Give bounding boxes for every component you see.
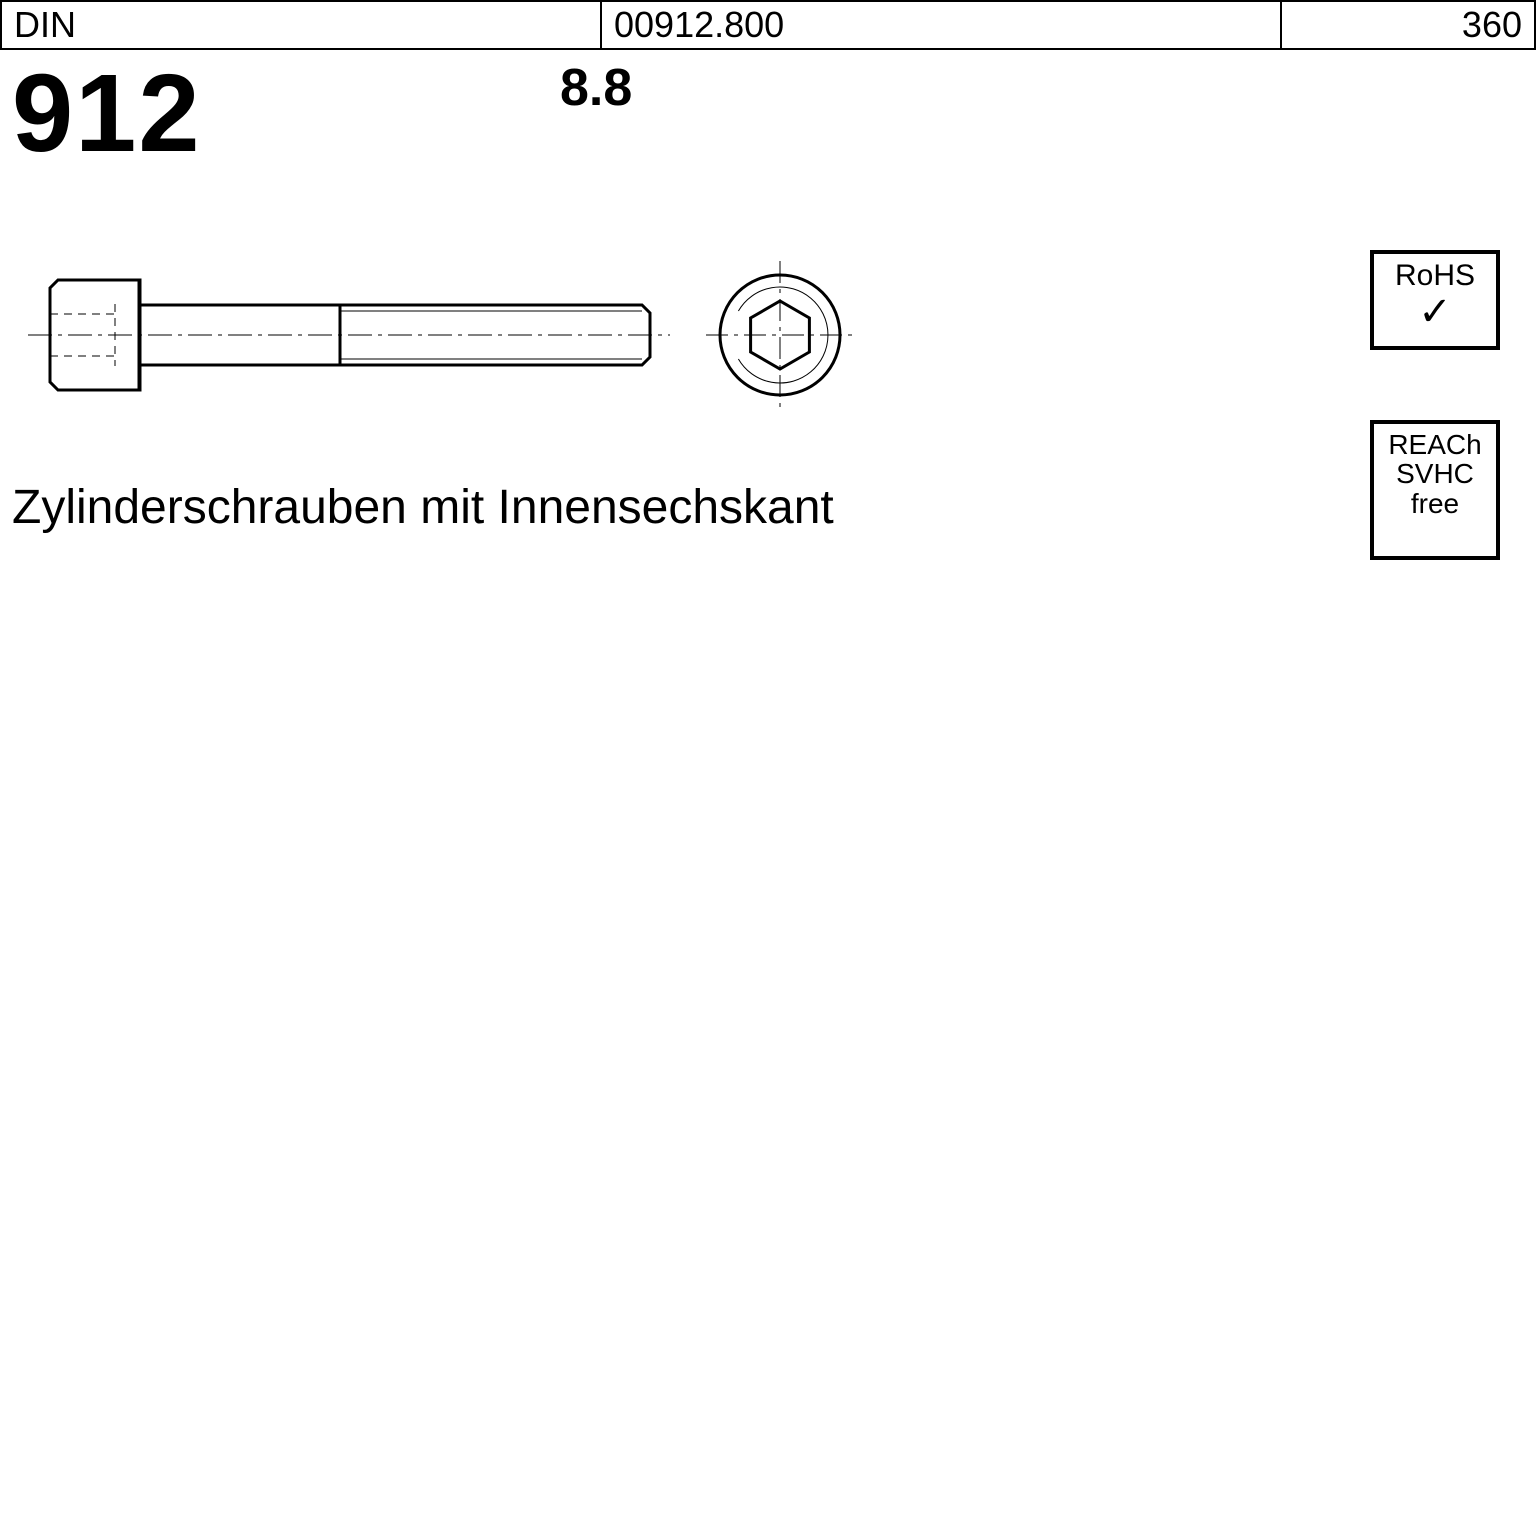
technical-drawing	[20, 250, 880, 420]
reach-line3: free	[1382, 489, 1488, 518]
strength-grade: 8.8	[560, 58, 632, 118]
rohs-label: RoHS	[1382, 260, 1488, 292]
header-std-label: DIN	[2, 2, 602, 48]
header-code: 00912.800	[602, 2, 1282, 48]
product-description: Zylinderschrauben mit Innensechskant	[12, 480, 834, 535]
standard-number: 912	[12, 50, 202, 177]
header-row: DIN 00912.800 360	[0, 0, 1536, 50]
reach-line2: SVHC	[1382, 459, 1488, 488]
reach-line1: REACh	[1382, 430, 1488, 459]
check-icon: ✓	[1382, 292, 1488, 332]
rohs-badge: RoHS ✓	[1370, 250, 1500, 350]
header-page-ref: 360	[1282, 2, 1534, 48]
reach-badge: REACh SVHC free	[1370, 420, 1500, 560]
